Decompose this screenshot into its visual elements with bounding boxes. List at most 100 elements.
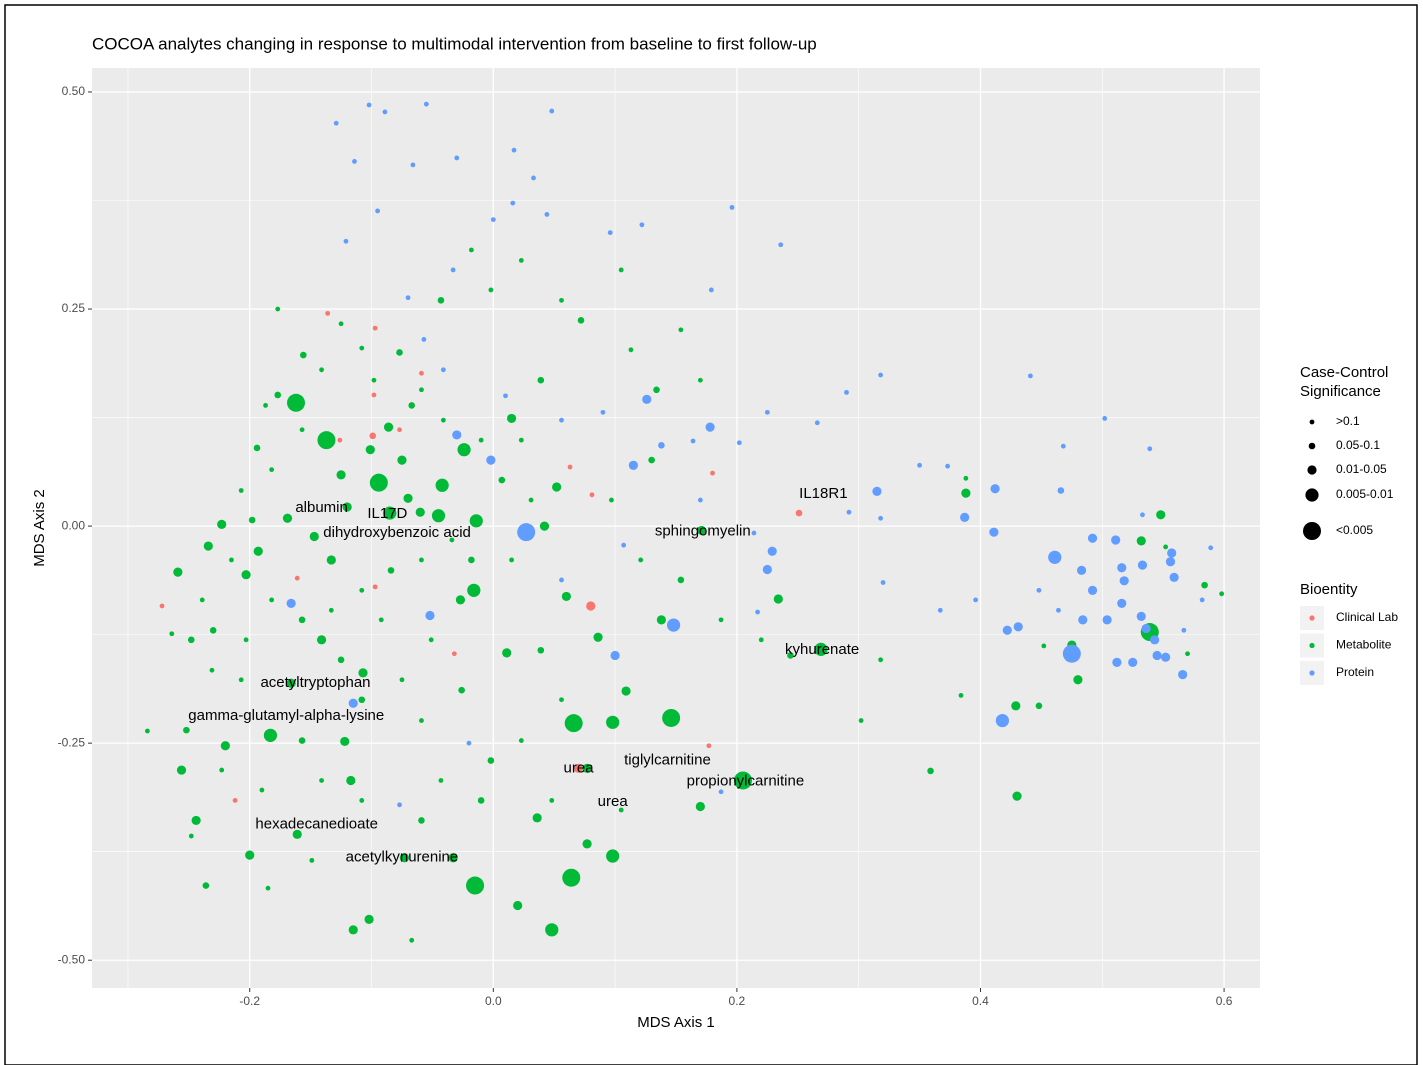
legend-title: Significance [1300,383,1381,400]
point [409,937,415,943]
point [421,337,427,342]
point [352,159,357,164]
point [764,409,770,415]
point [1140,512,1145,518]
point [559,417,564,423]
point [440,417,446,423]
point [449,537,455,543]
point [678,327,684,333]
point [1119,576,1129,586]
point [1185,651,1190,657]
point [282,513,293,523]
annotation: IL17D [367,505,407,522]
point [269,467,275,473]
legend-key [1309,419,1315,425]
point [1012,791,1022,801]
point [419,557,424,563]
point [927,767,934,775]
point [452,430,462,440]
point [366,102,372,108]
point [628,460,638,470]
point [477,797,485,804]
y-tick-label: 0.25 [62,301,86,315]
point [621,542,627,548]
point [564,714,583,733]
point [539,521,550,531]
point [773,594,783,604]
point [518,258,524,263]
point [369,432,377,440]
point [573,763,584,773]
point [294,575,300,581]
point [559,697,564,703]
point [1150,635,1160,645]
point [338,321,344,327]
point [878,372,884,378]
point [1078,615,1088,625]
y-tick-label: -0.50 [58,952,86,966]
point [418,817,425,824]
point [299,427,305,433]
point [372,584,378,590]
point [844,389,849,395]
point [209,626,217,634]
point [265,885,271,891]
point [609,497,614,503]
point [710,470,715,476]
point [878,657,884,663]
x-tick-label: 0.6 [1216,994,1233,1008]
legend-label: >0.1 [1336,414,1360,428]
point [337,437,343,443]
point [517,523,536,542]
x-axis-label: MDS Axis 1 [637,1014,715,1031]
point [600,409,606,415]
point [586,601,596,611]
point [440,367,446,373]
point [639,222,645,228]
point [419,387,424,393]
legend-key [1309,615,1315,621]
legend-label: 0.05-0.1 [1336,438,1380,452]
point [1073,675,1083,685]
point [269,597,275,603]
point [767,546,777,556]
point [451,651,457,657]
point [593,632,603,642]
point [562,868,581,887]
point [989,527,999,537]
point [371,377,377,383]
point [582,763,592,773]
point [292,829,302,839]
point [1208,545,1214,551]
point [814,642,828,656]
point [733,771,752,790]
point [468,556,475,564]
point [1087,533,1098,543]
point [1111,535,1121,545]
point [696,525,707,536]
annotation: acetyltryptophan [260,674,370,691]
annotation: urea [598,793,629,810]
point [286,598,296,608]
point [286,678,296,688]
annotation: kyhurenate [785,641,859,658]
point [176,765,187,775]
point [253,444,261,452]
point [1056,607,1061,613]
y-tick-label: 0.50 [62,84,86,98]
point [718,789,724,795]
point [638,557,644,563]
point [326,555,336,565]
point [458,686,465,694]
point [736,440,742,446]
y-tick-label: -0.25 [58,735,86,749]
point [487,757,495,764]
point [490,217,496,222]
point [343,238,349,244]
point [1167,548,1177,558]
point [502,648,512,658]
point [364,914,374,925]
point [145,728,150,734]
point [582,839,592,849]
point [183,726,190,734]
